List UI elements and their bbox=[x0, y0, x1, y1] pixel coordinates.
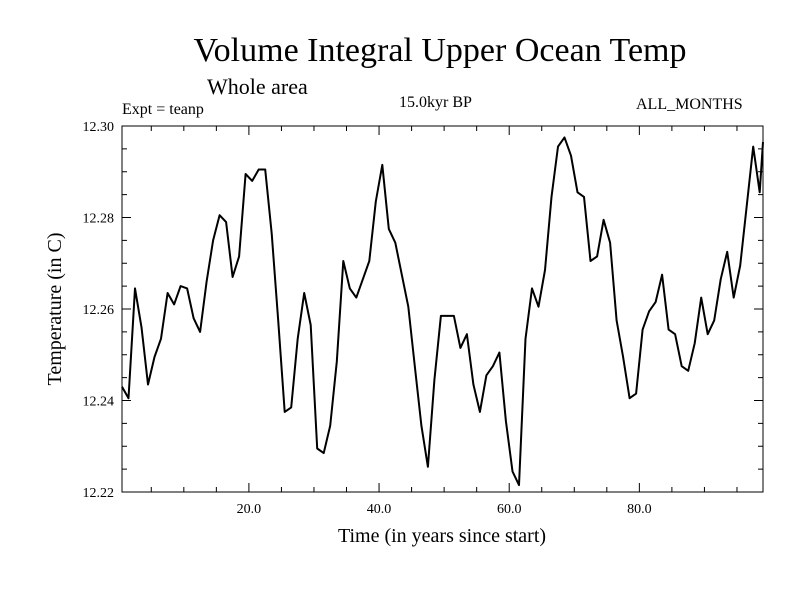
chart-title: Volume Integral Upper Ocean Temp bbox=[193, 32, 687, 69]
temperature-series-line bbox=[121, 136, 764, 487]
y-axis-ticks: 12.22 12.24 12.26 12.28 12.30 bbox=[83, 120, 763, 501]
experiment-label: Expt = teanp bbox=[122, 101, 204, 118]
x-tick-label: 60.0 bbox=[497, 502, 522, 517]
y-tick-label: 12.28 bbox=[83, 212, 115, 227]
y-tick-label: 12.24 bbox=[83, 395, 115, 410]
y-tick-label: 12.30 bbox=[83, 120, 115, 135]
months-label: ALL_MONTHS bbox=[636, 96, 743, 113]
plot-frame bbox=[121, 125, 764, 493]
y-tick-label: 12.26 bbox=[83, 303, 115, 318]
x-axis-label: Time (in years since start) bbox=[338, 525, 546, 547]
x-tick-label: 40.0 bbox=[367, 502, 392, 517]
period-label: 15.0kyr BP bbox=[399, 94, 472, 111]
y-axis-label: Temperature (in C) bbox=[44, 233, 66, 386]
y-tick-label: 12.22 bbox=[83, 486, 115, 501]
chart-subtitle: Whole area bbox=[207, 74, 308, 99]
x-tick-label: 80.0 bbox=[627, 502, 652, 517]
x-axis-ticks: 20.0 40.0 60.0 80.0 bbox=[150, 126, 738, 517]
x-tick-label: 20.0 bbox=[237, 502, 262, 517]
